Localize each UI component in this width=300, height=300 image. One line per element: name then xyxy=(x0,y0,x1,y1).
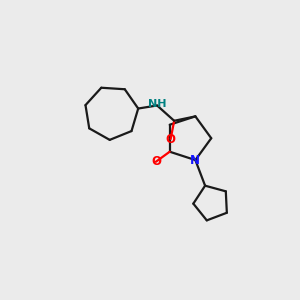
Text: N: N xyxy=(190,154,200,166)
Text: O: O xyxy=(166,133,176,146)
Text: NH: NH xyxy=(148,99,166,109)
Text: O: O xyxy=(151,155,161,168)
